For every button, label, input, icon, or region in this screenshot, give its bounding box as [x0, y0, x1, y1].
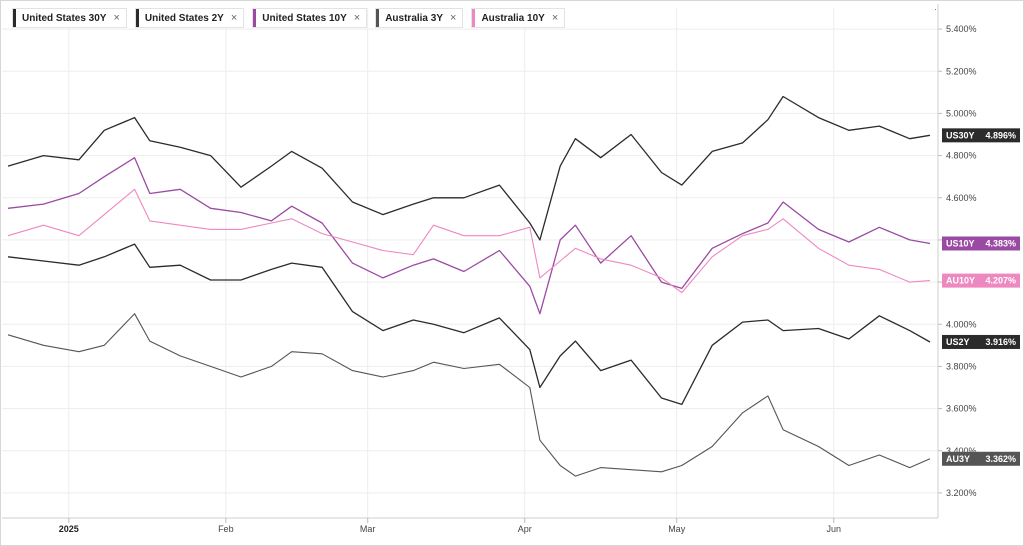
series-layer	[7, 95, 931, 477]
close-icon[interactable]: ×	[113, 12, 120, 24]
legend-swatch	[376, 9, 380, 27]
last-value-label: 4.383%	[985, 239, 1016, 249]
close-icon[interactable]: ×	[551, 12, 559, 24]
last-value-tag-bg	[942, 236, 1020, 251]
more-options-icon[interactable]: ·	[934, 4, 937, 14]
last-value-label: 3.916%	[985, 337, 1016, 347]
legend-chip-au3y[interactable]: Australia 3Y ×	[375, 8, 464, 28]
legend-chip-us2y[interactable]: United States 2Y ×	[134, 8, 245, 28]
legend-swatch	[472, 9, 476, 27]
last-value-label: 3.362%	[985, 454, 1016, 464]
series-line-us30y	[7, 95, 931, 241]
series-tag-label: AU10Y	[946, 276, 975, 286]
y-tick-label: 3.200%	[946, 488, 977, 498]
y-tick-label: 3.400%	[946, 446, 977, 456]
x-tick-label: Jun	[826, 524, 841, 534]
legend-swatch	[135, 9, 139, 27]
close-icon[interactable]: ×	[353, 12, 361, 24]
legend-swatch	[13, 9, 16, 27]
legend-chip-us30y[interactable]: United States 30Y ×	[12, 8, 127, 28]
last-value-tag-us30y: US30Y 4.896%	[942, 128, 1020, 143]
last-value-tag-bg	[942, 273, 1020, 288]
legend-chip-au10y[interactable]: Australia 10Y ×	[471, 8, 566, 28]
x-tick-label: 2025	[59, 524, 79, 534]
y-tick-label: 5.400%	[946, 24, 977, 34]
last-value-tag-bg	[942, 451, 1020, 466]
legend-label: Australia 3Y	[385, 12, 444, 24]
legend-label: Australia 10Y	[481, 12, 545, 24]
series-tag-label: US2Y	[946, 337, 970, 347]
series-tag-label: US10Y	[946, 239, 975, 249]
series-tag-label: US30Y	[946, 130, 975, 140]
y-tick-label: 5.200%	[946, 66, 977, 76]
legend-label: United States 2Y	[144, 12, 224, 24]
legend-chip-us10y[interactable]: United States 10Y ×	[252, 8, 368, 28]
x-tick-label: Feb	[218, 524, 234, 534]
y-tick-label: 5.000%	[946, 108, 977, 118]
y-tick-label: 3.800%	[946, 361, 977, 371]
x-tick-label: Mar	[360, 524, 376, 534]
tag-layer: US30Y 4.896% US10Y 4.383% AU10Y 4.207% US2Y 3.9…	[942, 128, 1020, 466]
close-icon[interactable]: ×	[450, 12, 457, 24]
y-tick-label: 4.800%	[946, 151, 977, 161]
series-line-us2y	[7, 243, 931, 406]
series-line-au3y	[7, 313, 931, 477]
close-icon[interactable]: ×	[230, 12, 238, 24]
series-line-us10y	[7, 157, 931, 315]
legend: United States 30Y × United States 2Y × U…	[12, 8, 566, 28]
last-value-tag-us2y: US2Y 3.916%	[942, 334, 1020, 349]
last-value-tag-au10y: AU10Y 4.207%	[942, 273, 1020, 288]
last-value-tag-bg	[942, 128, 1020, 143]
grid-layer	[2, 8, 938, 518]
y-tick-label: 4.000%	[946, 319, 977, 329]
legend-label: United States 10Y	[262, 12, 347, 24]
legend-swatch	[253, 9, 257, 27]
legend-label: United States 30Y	[22, 12, 107, 24]
last-value-label: 4.207%	[985, 276, 1016, 286]
last-value-tag-au3y: AU3Y 3.362%	[942, 451, 1020, 466]
series-tag-label: AU3Y	[946, 454, 970, 464]
y-tick-label: 3.600%	[946, 404, 977, 414]
y-tick-label: 4.600%	[946, 193, 977, 203]
x-tick-label: May	[668, 524, 686, 534]
last-value-tag-bg	[942, 334, 1020, 349]
x-tick-label: Apr	[518, 524, 532, 534]
series-line-au10y	[7, 188, 931, 294]
last-value-tag-us10y: US10Y 4.383%	[942, 236, 1020, 251]
last-value-label: 4.896%	[985, 130, 1016, 140]
